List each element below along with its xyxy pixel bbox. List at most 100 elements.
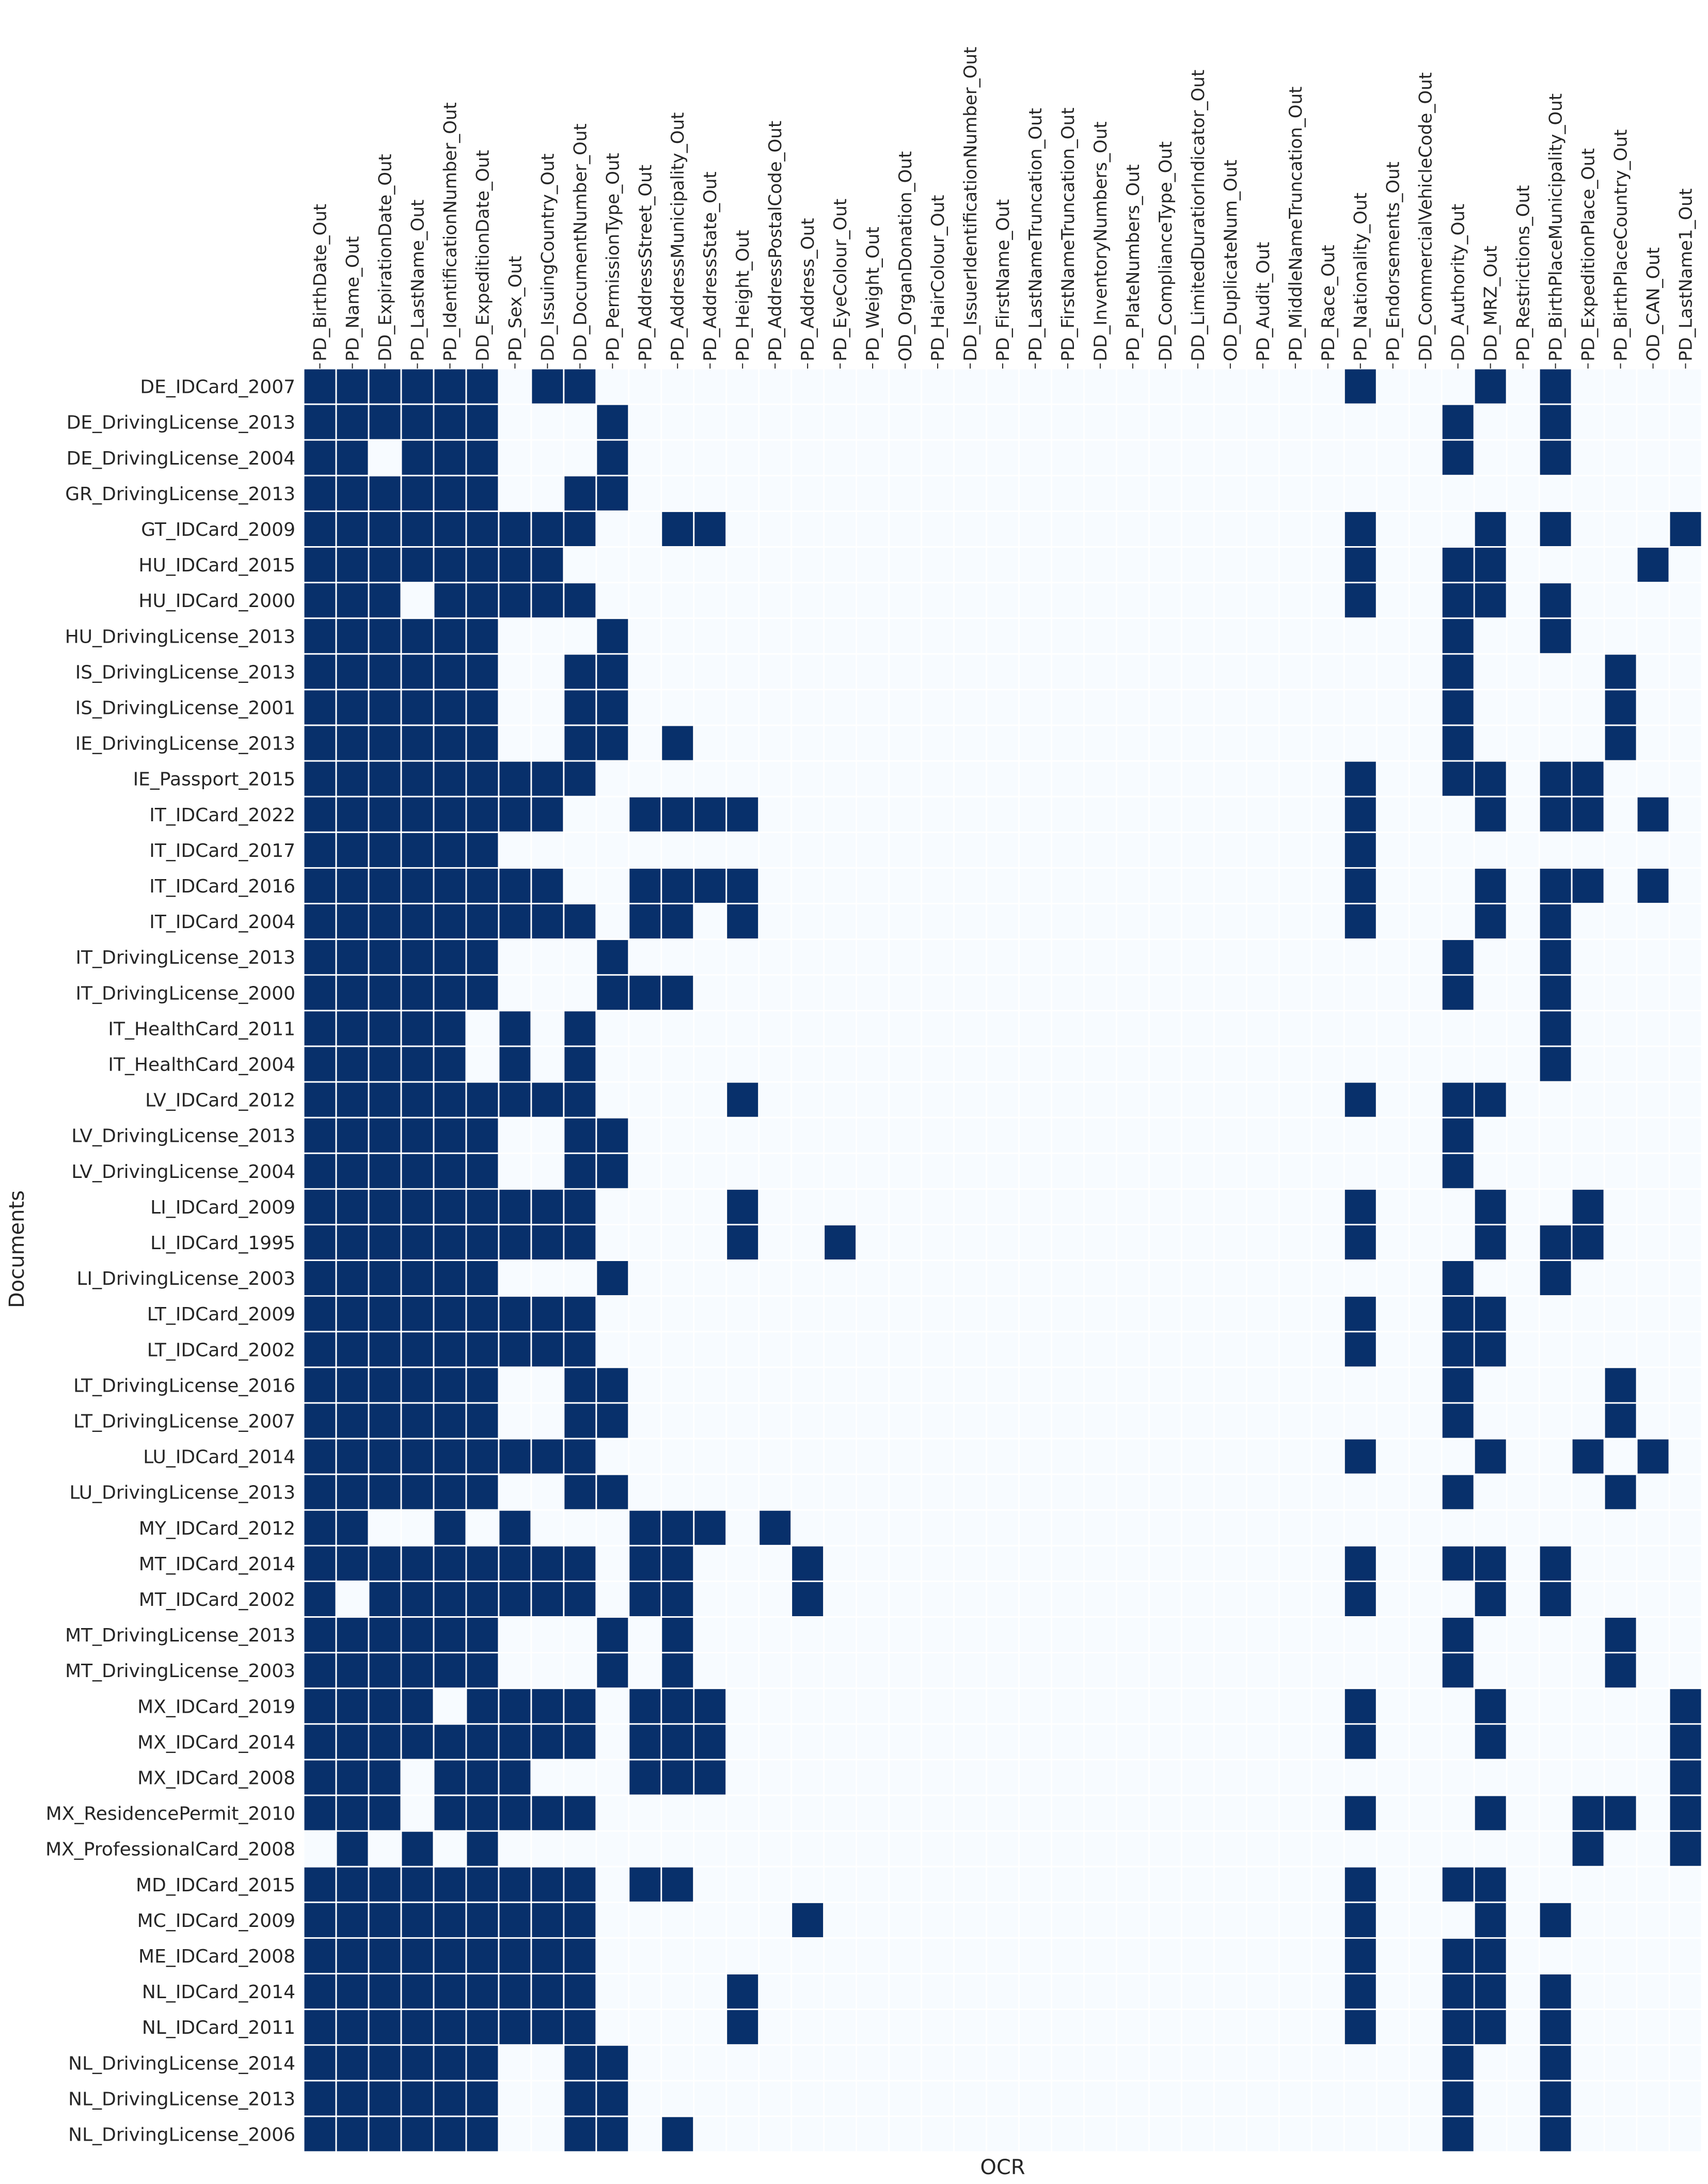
heatmap-cell <box>1084 1867 1116 1902</box>
heatmap-cell <box>1052 2081 1083 2116</box>
row-label: LV_DrivingLicense_2013 <box>71 1126 295 1147</box>
heatmap-cell <box>1475 868 1506 903</box>
heatmap-cell <box>1475 1796 1506 1830</box>
heatmap-cell <box>532 1760 563 1795</box>
row-label: LT_IDCard_2002 <box>147 1340 295 1361</box>
heatmap-cell <box>1475 1154 1506 1188</box>
heatmap-cell <box>1247 1439 1278 1474</box>
heatmap-cell <box>1312 1796 1343 1830</box>
heatmap-cell <box>825 1154 856 1188</box>
heatmap-cell <box>987 726 1018 760</box>
heatmap-cell <box>1279 797 1311 832</box>
heatmap-cell <box>1572 1261 1604 1296</box>
heatmap-cell <box>1052 1439 1083 1474</box>
heatmap-cell <box>499 726 531 760</box>
heatmap-cell <box>1442 726 1474 760</box>
heatmap-cell <box>434 726 466 760</box>
heatmap-cell <box>1084 1796 1116 1830</box>
heatmap-cell <box>1312 726 1343 760</box>
heatmap-cell <box>987 1618 1018 1652</box>
heatmap-cell <box>1214 655 1246 689</box>
heatmap-cell <box>1507 1439 1539 1474</box>
heatmap-cell <box>597 940 628 975</box>
heatmap-cell <box>1019 512 1051 546</box>
heatmap-cell <box>1637 1938 1669 1973</box>
heatmap-cell <box>1572 1118 1604 1153</box>
heatmap-cell <box>955 512 986 546</box>
heatmap-cell <box>629 726 661 760</box>
heatmap-cell <box>304 2081 336 2116</box>
heatmap-cell <box>1345 369 1376 404</box>
heatmap-cell <box>564 904 596 939</box>
heatmap-cell <box>1345 619 1376 653</box>
heatmap-cell <box>955 1225 986 1260</box>
heatmap-cell <box>1214 1189 1246 1224</box>
heatmap-cell <box>1605 369 1636 404</box>
heatmap-cell <box>1312 940 1343 975</box>
heatmap-cell <box>337 1546 368 1581</box>
heatmap-cell <box>1540 405 1571 439</box>
heatmap-cell <box>1052 690 1083 725</box>
heatmap-cell <box>727 868 758 903</box>
heatmap-cell <box>1475 655 1506 689</box>
row-label: LV_DrivingLicense_2004 <box>71 1161 295 1183</box>
heatmap-cell <box>1345 1618 1376 1652</box>
heatmap-cell <box>955 1082 986 1117</box>
heatmap-cell <box>1637 1653 1669 1688</box>
heatmap-cell <box>564 1796 596 1830</box>
heatmap-cell <box>922 1261 954 1296</box>
heatmap-cell <box>337 548 368 582</box>
heatmap-cell <box>1442 1867 1474 1902</box>
heatmap-cell <box>1084 369 1116 404</box>
heatmap-cell <box>662 1618 693 1652</box>
heatmap-cell <box>922 1510 954 1545</box>
heatmap-cell <box>1507 1582 1539 1616</box>
heatmap-cell <box>1182 2081 1213 2116</box>
heatmap-cell <box>1377 1154 1409 1188</box>
heatmap-cell <box>564 619 596 653</box>
heatmap-cell <box>1214 405 1246 439</box>
heatmap-cell <box>337 1653 368 1688</box>
heatmap-cell <box>825 1047 856 1081</box>
heatmap-cell <box>662 797 693 832</box>
heatmap-cell <box>1605 904 1636 939</box>
heatmap-cell <box>564 369 596 404</box>
heatmap-cell <box>727 1047 758 1081</box>
heatmap-cell <box>597 1011 628 1046</box>
row-label: GR_DrivingLicense_2013 <box>65 484 295 505</box>
heatmap-cell <box>1410 1047 1441 1081</box>
heatmap-cell <box>434 1082 466 1117</box>
heatmap-cell <box>1214 868 1246 903</box>
heatmap-cell <box>369 583 401 618</box>
heatmap-cell <box>467 2117 498 2151</box>
heatmap-cell <box>1117 1475 1148 1509</box>
heatmap-cell <box>1540 1760 1571 1795</box>
heatmap-cell <box>467 1047 498 1081</box>
heatmap-cell <box>727 476 758 511</box>
heatmap-cell <box>1279 405 1311 439</box>
row-label: MT_IDCard_2014 <box>139 1554 295 1575</box>
heatmap-cell <box>1084 1404 1116 1438</box>
heatmap-cell <box>1117 1510 1148 1545</box>
heatmap-cell <box>1019 940 1051 975</box>
heatmap-cell <box>434 1225 466 1260</box>
heatmap-cell <box>629 1903 661 1937</box>
heatmap-cell <box>662 1831 693 1866</box>
heatmap-cell <box>1182 1903 1213 1937</box>
heatmap-cell <box>369 405 401 439</box>
heatmap-cell <box>304 1225 336 1260</box>
heatmap-cell <box>1572 1725 1604 1759</box>
heatmap-cell <box>1084 1118 1116 1153</box>
heatmap-cell <box>760 369 791 404</box>
heatmap-cell <box>662 1903 693 1937</box>
heatmap-cell <box>987 1082 1018 1117</box>
heatmap-cell <box>499 1368 531 1402</box>
heatmap-cell <box>532 1725 563 1759</box>
heatmap-cell <box>369 1118 401 1153</box>
heatmap-cell <box>434 940 466 975</box>
heatmap-cell <box>1377 1261 1409 1296</box>
heatmap-cell <box>857 1011 889 1046</box>
heatmap-cell <box>1149 1368 1181 1402</box>
heatmap-cell <box>1019 1011 1051 1046</box>
heatmap-cell <box>760 1796 791 1830</box>
